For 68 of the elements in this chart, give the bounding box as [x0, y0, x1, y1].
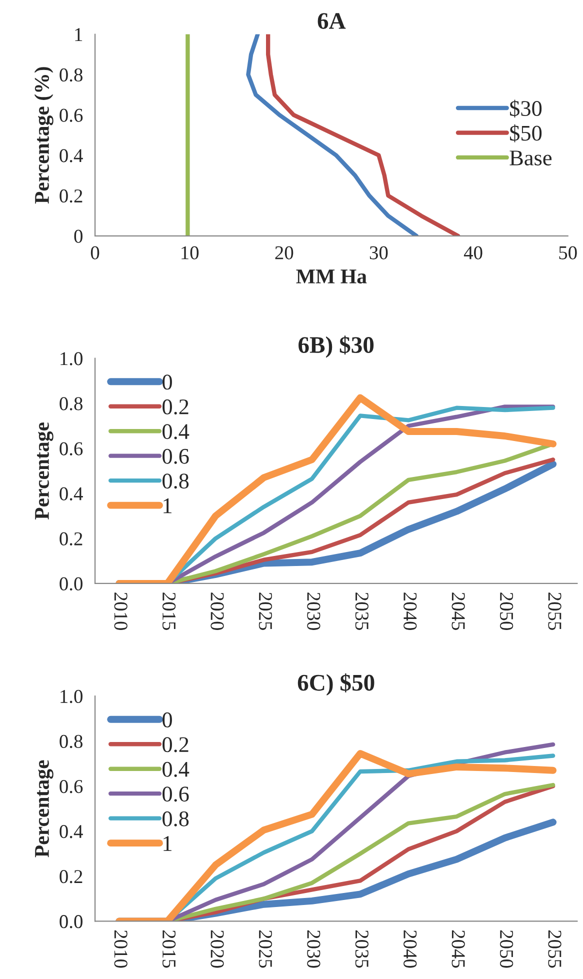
x-tick-label: 2050: [500, 592, 514, 630]
chart-title: 6C) $50: [298, 673, 374, 696]
y-axis-title: Percentage: [35, 422, 54, 520]
x-tick-label: 2035: [355, 930, 368, 968]
legend-label: 0.6: [162, 448, 189, 464]
y-tick-label: 0.2: [60, 532, 82, 546]
y-tick-label: 1.0: [60, 352, 82, 366]
x-tick-label: 2035: [355, 592, 368, 630]
y-tick-label: 0.4: [60, 149, 83, 162]
x-tick-label: 2055: [548, 930, 562, 968]
chart-title: 6A: [318, 13, 346, 29]
x-tick-label: 2030: [307, 930, 320, 968]
y-tick-label: 0.6: [60, 780, 83, 794]
legend-label: 0.6: [162, 786, 189, 802]
y-tick-label: 0.0: [60, 577, 82, 591]
legend-label: 0.8: [162, 811, 189, 826]
x-tick-label: 2045: [452, 930, 465, 968]
y-tick-label: 0.8: [60, 397, 82, 410]
legend-label: 0: [162, 712, 172, 728]
x-tick-label: 50: [559, 246, 577, 260]
x-tick-label: 2020: [210, 592, 224, 630]
x-tick-label: 2025: [258, 930, 272, 968]
legend-label: 0.4: [162, 424, 190, 440]
y-tick-label: 0: [74, 230, 82, 243]
x-tick-label: 2020: [210, 930, 224, 968]
x-tick-label: 2050: [500, 930, 514, 968]
x-tick-label: 20: [275, 246, 294, 260]
legend-label: 0.2: [162, 737, 188, 752]
legend-label: Base: [510, 150, 552, 166]
x-tick-label: 10: [182, 246, 199, 260]
legend-label: $50: [510, 124, 542, 142]
line-series: [266, 34, 460, 236]
x-tick-label: 2015: [162, 930, 176, 968]
y-tick-label: 0.2: [60, 870, 82, 884]
y-tick-label: 0.4: [60, 487, 83, 500]
x-axis-title: MM Ha: [296, 270, 367, 284]
x-tick-label: 40: [464, 246, 482, 260]
legend-label: 0: [162, 374, 172, 390]
legend-label: 1: [164, 498, 172, 514]
legend-label: 0.8: [162, 474, 189, 489]
y-tick-label: 1.0: [60, 690, 82, 704]
legend-label: 0.4: [162, 762, 190, 777]
y-axis-title: Percentage: [35, 760, 54, 858]
x-tick-label: 2010: [114, 930, 128, 968]
legend-label: 1: [164, 836, 172, 851]
legend-label: 0.2: [162, 399, 188, 414]
line-series: [246, 34, 419, 236]
x-tick-label: 2040: [404, 592, 417, 630]
y-axis-title: Percentage (%): [34, 67, 54, 204]
y-tick-label: 0.6: [60, 442, 83, 456]
x-tick-label: 0: [90, 246, 100, 260]
y-tick-label: 0.8: [60, 68, 82, 82]
y-tick-label: 0.8: [60, 734, 82, 748]
x-tick-label: 2010: [114, 592, 128, 630]
y-tick-label: 0.6: [60, 108, 83, 122]
x-tick-label: 2045: [452, 592, 465, 630]
legend-label: $30: [510, 100, 542, 118]
x-tick-label: 2030: [307, 592, 320, 630]
x-tick-label: 2055: [548, 592, 562, 630]
x-tick-label: 2025: [258, 592, 272, 630]
y-tick-label: 0.0: [60, 915, 82, 928]
x-tick-label: 2040: [404, 930, 417, 968]
y-tick-label: 0.2: [60, 189, 82, 203]
chart-title: 6B) $30: [298, 336, 374, 358]
y-tick-label: 1: [75, 28, 82, 42]
x-tick-label: 2015: [162, 592, 176, 630]
y-tick-label: 0.4: [60, 824, 83, 838]
x-tick-label: 30: [370, 246, 388, 260]
